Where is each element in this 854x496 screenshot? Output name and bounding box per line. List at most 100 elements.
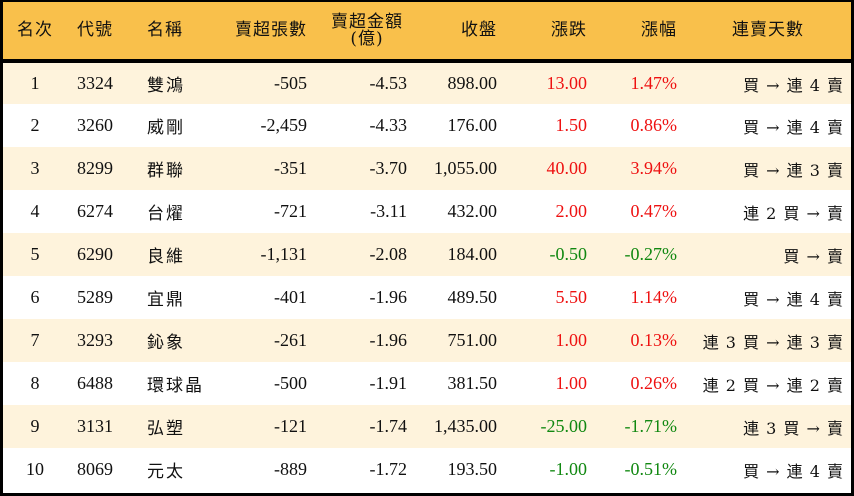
table-header-row: 名次 代號 名稱 賣超張數 賣超金額 (億) 收盤 漲跌 漲幅 連賣天數: [3, 2, 851, 63]
change-cell: -1.00: [549, 459, 588, 479]
header-streak: 連賣天數: [685, 2, 851, 63]
streak-cell: 連 2 買 → 賣: [743, 203, 843, 223]
streak-cell: 買 → 連 4 賣: [743, 75, 843, 95]
change-cell: -25.00: [540, 416, 588, 436]
change-pct-cell: 0.13%: [630, 330, 678, 350]
code-cell: 8299: [77, 158, 113, 178]
change-pct-cell: -1.71%: [624, 416, 678, 436]
code-cell: 6290: [77, 244, 113, 264]
net-sell-lots-cell: -721: [274, 201, 307, 221]
table-row: 8 6488 環球晶 -500 -1.91 381.50 1.00 0.26% 連 2 買 → …: [3, 362, 851, 405]
change-cell: 2.00: [555, 201, 588, 221]
header-net-sell-amount-line1: 賣超金額: [331, 11, 403, 32]
change-cell: 5.50: [555, 287, 588, 307]
change-pct-cell: 0.26%: [630, 373, 678, 393]
rank-cell: 1: [30, 73, 40, 93]
close-cell: 1,435.00: [434, 416, 497, 436]
net-sell-lots-cell: -261: [274, 330, 307, 350]
table-body: 1 3324 雙鴻 -505 -4.53 898.00 13.00 1.47% 買 → 連 4 …: [3, 61, 851, 491]
rank-cell: 5: [30, 244, 40, 264]
net-sell-lots-cell: -121: [274, 416, 307, 436]
code-cell: 3260: [77, 115, 113, 135]
code-cell: 8069: [77, 459, 113, 479]
streak-cell: 買 → 連 4 賣: [743, 289, 843, 309]
close-cell: 751.00: [447, 330, 498, 350]
name-cell: 宜鼎: [147, 290, 185, 310]
code-cell: 3131: [77, 416, 113, 436]
code-cell: 5289: [77, 287, 113, 307]
name-cell: 元太: [147, 462, 185, 482]
net-sell-amount-cell: -4.33: [369, 115, 408, 135]
rank-cell: 7: [30, 330, 40, 350]
streak-cell: 買 → 連 4 賣: [743, 461, 843, 481]
table-row: 3 8299 群聯 -351 -3.70 1,055.00 40.00 3.94% 買 → 連 …: [3, 147, 851, 190]
close-cell: 898.00: [447, 73, 498, 93]
code-cell: 3324: [77, 73, 113, 93]
change-pct-cell: -0.27%: [624, 244, 678, 264]
table-row: 6 5289 宜鼎 -401 -1.96 489.50 5.50 1.14% 買 → 連 4 賣: [3, 276, 851, 319]
streak-cell: 買 → 連 3 賣: [743, 160, 843, 180]
net-sell-lots-cell: -889: [274, 459, 307, 479]
change-pct-cell: -0.51%: [624, 459, 678, 479]
close-cell: 184.00: [447, 244, 498, 264]
rank-cell: 8: [30, 373, 40, 393]
net-sell-lots-cell: -1,131: [260, 244, 308, 264]
rank-cell: 2: [30, 115, 40, 135]
net-sell-ranking-table: 名次 代號 名稱 賣超張數 賣超金額 (億) 收盤 漲跌 漲幅 連賣天數 1 33…: [3, 2, 851, 491]
name-cell: 威剛: [147, 118, 185, 138]
table-row: 9 3131 弘塑 -121 -1.74 1,435.00 -25.00 -1.71% 連 3 …: [3, 405, 851, 448]
change-cell: -0.50: [549, 244, 588, 264]
close-cell: 193.50: [447, 459, 498, 479]
net-sell-amount-cell: -1.91: [369, 373, 408, 393]
header-close: 收盤: [415, 2, 505, 63]
header-code: 代號: [67, 2, 133, 63]
close-cell: 1,055.00: [434, 158, 497, 178]
change-cell: 1.00: [555, 373, 588, 393]
change-pct-cell: 0.86%: [630, 115, 678, 135]
name-cell: 群聯: [147, 161, 185, 181]
net-sell-amount-cell: -3.70: [369, 158, 408, 178]
header-name: 名稱: [133, 2, 223, 63]
net-sell-lots-cell: -401: [274, 287, 307, 307]
table-row: 2 3260 威剛 -2,459 -4.33 176.00 1.50 0.86% 買 → 連 4…: [3, 104, 851, 147]
streak-cell: 買 → 連 4 賣: [743, 117, 843, 137]
code-cell: 3293: [77, 330, 113, 350]
rank-cell: 4: [30, 201, 40, 221]
change-cell: 40.00: [546, 158, 588, 178]
table-row: 7 3293 鈊象 -261 -1.96 751.00 1.00 0.13% 連 3 買 → 連…: [3, 319, 851, 362]
close-cell: 432.00: [447, 201, 498, 221]
streak-cell: 買 → 賣: [783, 246, 843, 266]
change-pct-cell: 0.47%: [630, 201, 678, 221]
code-cell: 6274: [77, 201, 113, 221]
streak-cell: 連 2 買 → 連 2 賣: [702, 375, 843, 395]
change-pct-cell: 3.94%: [630, 158, 678, 178]
net-sell-amount-cell: -4.53: [369, 73, 408, 93]
rank-cell: 10: [26, 459, 44, 479]
net-sell-lots-cell: -351: [274, 158, 307, 178]
header-net-sell-amount-line2: (億): [350, 28, 384, 49]
name-cell: 鈊象: [147, 333, 185, 353]
change-pct-cell: 1.47%: [630, 73, 678, 93]
table-row: 10 8069 元太 -889 -1.72 193.50 -1.00 -0.51% 買 → 連 …: [3, 448, 851, 491]
table-row: 4 6274 台燿 -721 -3.11 432.00 2.00 0.47% 連 2 買 → 賣: [3, 190, 851, 233]
table-row: 1 3324 雙鴻 -505 -4.53 898.00 13.00 1.47% 買 → 連 4 …: [3, 61, 851, 104]
name-cell: 雙鴻: [147, 76, 185, 96]
name-cell: 環球晶: [147, 376, 204, 396]
name-cell: 弘塑: [147, 419, 185, 439]
net-sell-lots-cell: -505: [274, 73, 307, 93]
table-row: 5 6290 良維 -1,131 -2.08 184.00 -0.50 -0.27% 買 → 賣: [3, 233, 851, 276]
net-sell-lots-cell: -500: [274, 373, 307, 393]
name-cell: 良維: [147, 247, 185, 267]
close-cell: 489.50: [447, 287, 498, 307]
header-change-pct: 漲幅: [595, 2, 685, 63]
change-cell: 1.50: [555, 115, 588, 135]
name-cell: 台燿: [147, 204, 185, 224]
header-change: 漲跌: [505, 2, 595, 63]
change-cell: 1.00: [555, 330, 588, 350]
net-sell-amount-cell: -2.08: [369, 244, 408, 264]
net-sell-amount-cell: -1.72: [369, 459, 408, 479]
header-rank: 名次: [3, 2, 67, 63]
streak-cell: 連 3 買 → 連 3 賣: [702, 332, 843, 352]
change-cell: 13.00: [546, 73, 588, 93]
